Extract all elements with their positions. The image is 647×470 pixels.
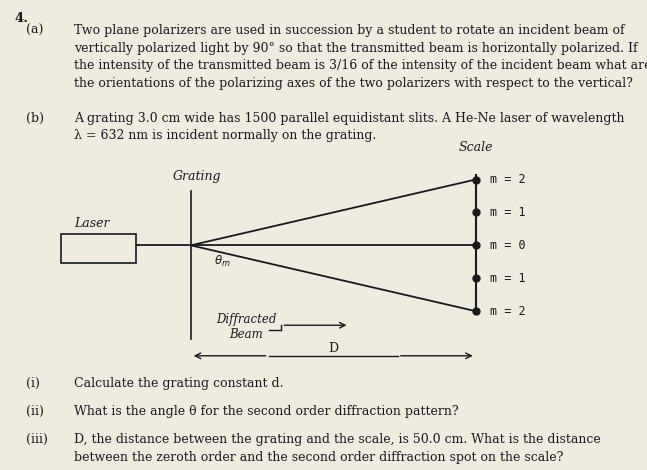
Text: (b): (b) bbox=[26, 112, 44, 125]
Text: m = 0: m = 0 bbox=[490, 239, 525, 252]
Text: D, the distance between the grating and the scale, is 50.0 cm. What is the dista: D, the distance between the grating and … bbox=[74, 433, 601, 464]
Text: Laser: Laser bbox=[74, 217, 110, 230]
Text: (i): (i) bbox=[26, 377, 39, 390]
Text: What is the angle θ for the second order diffraction pattern?: What is the angle θ for the second order… bbox=[74, 405, 459, 418]
Text: (ii): (ii) bbox=[26, 405, 44, 418]
Text: Diffracted
Beam: Diffracted Beam bbox=[215, 313, 276, 342]
Text: $\theta_m$: $\theta_m$ bbox=[214, 254, 231, 269]
Text: (iii): (iii) bbox=[26, 433, 48, 446]
Text: 4.: 4. bbox=[14, 12, 28, 25]
Text: Calculate the grating constant d.: Calculate the grating constant d. bbox=[74, 377, 284, 390]
Bar bbox=[61, 234, 136, 263]
Text: m = 1: m = 1 bbox=[490, 272, 525, 285]
Text: Scale: Scale bbox=[458, 141, 493, 154]
Text: m = 1: m = 1 bbox=[490, 206, 525, 219]
Text: D: D bbox=[328, 342, 338, 355]
Text: (a): (a) bbox=[26, 24, 43, 38]
Text: m = 2: m = 2 bbox=[490, 305, 525, 318]
Text: Two plane polarizers are used in succession by a student to rotate an incident b: Two plane polarizers are used in success… bbox=[74, 24, 647, 90]
Text: Grating: Grating bbox=[173, 170, 221, 183]
Text: A grating 3.0 cm wide has 1500 parallel equidistant slits. A He-Ne laser of wave: A grating 3.0 cm wide has 1500 parallel … bbox=[74, 112, 625, 142]
Text: m = 2: m = 2 bbox=[490, 173, 525, 186]
